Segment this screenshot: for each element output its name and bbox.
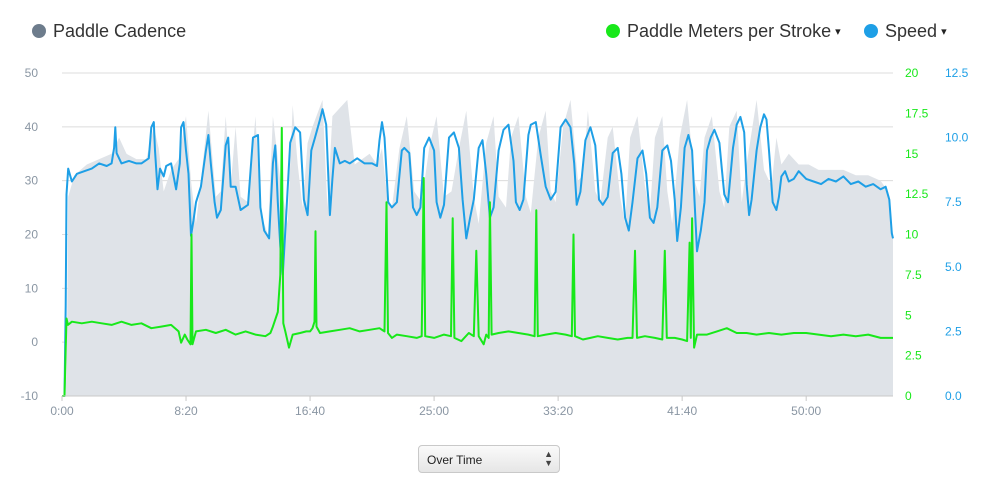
meters-axis-tick: 7.5 bbox=[905, 268, 922, 282]
meters-axis-tick: 12.5 bbox=[905, 187, 929, 201]
x-axis-tick-label: 50:00 bbox=[791, 404, 821, 418]
x-axis-tick-label: 33:20 bbox=[543, 404, 573, 418]
meters-series bbox=[62, 126, 893, 397]
cadence-axis-tick: -10 bbox=[21, 389, 39, 403]
meters-axis-tick: 17.5 bbox=[905, 106, 929, 120]
legend-meters-per-stroke-label: Paddle Meters per Stroke bbox=[627, 20, 832, 41]
speed-axis-tick: 10.0 bbox=[945, 131, 969, 145]
meters-axis-tick: 20 bbox=[905, 66, 919, 80]
speed-axis-tick: 12.5 bbox=[945, 66, 969, 80]
meters-circle-icon bbox=[606, 24, 620, 38]
speed-line bbox=[62, 108, 894, 397]
view-mode-value: Over Time bbox=[427, 453, 483, 467]
x-axis-tick-label: 8:20 bbox=[174, 404, 198, 418]
cadence-axis-tick: 40 bbox=[25, 120, 39, 134]
cadence-axis-tick: 30 bbox=[25, 174, 39, 188]
x-axis-tick-label: 16:40 bbox=[295, 404, 325, 418]
legend-meters-per-stroke-dropdown[interactable]: Paddle Meters per Stroke ▾ bbox=[606, 18, 841, 44]
cadence-axis-tick: 0 bbox=[31, 335, 38, 349]
select-arrows-icon: ▲ ▼ bbox=[544, 449, 553, 468]
caret-down-icon: ▾ bbox=[835, 25, 841, 38]
axes: -10 0 10 20 30 40 50 0 2.5 5 7.5 10 12.5 15 17.5 20 0.0 2… bbox=[21, 66, 969, 418]
speed-axis-tick: 2.5 bbox=[945, 324, 962, 338]
cadence-area bbox=[62, 99, 893, 397]
meters-line bbox=[62, 126, 893, 397]
x-axis-tick-label: 0:00 bbox=[50, 404, 74, 418]
meters-axis-tick: 10 bbox=[905, 228, 919, 242]
cadence-axis-tick: 50 bbox=[25, 66, 39, 80]
legend-speed-label: Speed bbox=[885, 20, 938, 41]
legend-paddle-cadence: Paddle Cadence bbox=[32, 18, 186, 44]
x-axis-tick-label: 25:00 bbox=[419, 404, 449, 418]
speed-series bbox=[62, 108, 894, 397]
cadence-axis-tick: 20 bbox=[25, 228, 39, 242]
cadence-area-series bbox=[62, 99, 893, 397]
x-axis-tick-label: 41:40 bbox=[667, 404, 697, 418]
meters-axis-tick: 5 bbox=[905, 308, 912, 322]
meters-axis-tick: 15 bbox=[905, 147, 919, 161]
speed-circle-icon bbox=[864, 24, 878, 38]
cadence-circle-icon bbox=[32, 24, 46, 38]
speed-axis-tick: 7.5 bbox=[945, 195, 962, 209]
speed-axis-tick: 5.0 bbox=[945, 260, 962, 274]
caret-down-icon: ▾ bbox=[941, 25, 947, 38]
cadence-axis-tick: 10 bbox=[25, 281, 39, 295]
meters-axis-tick: 2.5 bbox=[905, 349, 922, 363]
legend-speed-dropdown[interactable]: Speed ▾ bbox=[864, 18, 947, 44]
view-mode-select[interactable]: Over Time ▲ ▼ bbox=[418, 445, 560, 473]
meters-axis-tick: 0 bbox=[905, 389, 912, 403]
speed-axis-tick: 0.0 bbox=[945, 389, 962, 403]
chart: -10 0 10 20 30 40 50 0 2.5 5 7.5 10 12.5 15 17.5 20 0.0 2… bbox=[21, 66, 969, 418]
legend-paddle-cadence-label: Paddle Cadence bbox=[53, 20, 187, 41]
